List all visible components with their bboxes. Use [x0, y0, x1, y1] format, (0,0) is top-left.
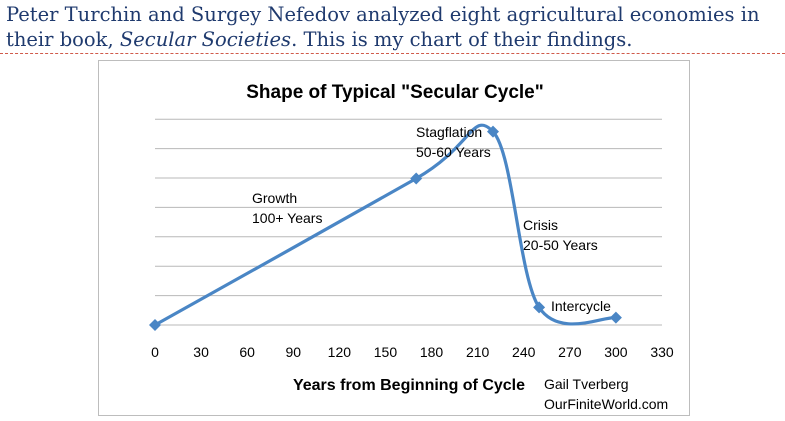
x-tick-labels: 0 30 60 90 120 150 180 210 240 270 300 330: [151, 344, 674, 360]
x-tick-label: 60: [239, 344, 255, 360]
data-point-marker: [149, 319, 161, 331]
x-tick-label: 90: [285, 344, 301, 360]
credit-author: Gail Tverberg: [544, 376, 629, 392]
book-title: Secular Societies: [119, 28, 292, 51]
caption-line-2-end: . This is my chart of their findings.: [291, 28, 633, 51]
data-point-marker: [533, 301, 546, 314]
x-tick-label: 180: [420, 344, 444, 360]
chart-title: Shape of Typical "Secular Cycle": [246, 82, 544, 103]
data-point-marker: [609, 311, 622, 324]
x-tick-label: 210: [466, 344, 490, 360]
dashed-divider: [0, 53, 785, 54]
x-tick-label: 240: [512, 344, 536, 360]
page-caption: Peter Turchin and Surgey Nefedov analyze…: [6, 2, 782, 52]
x-tick-label: 30: [193, 344, 209, 360]
x-tick-label: 300: [604, 344, 628, 360]
caption-line-2: their book, Secular Societies. This is m…: [6, 27, 782, 52]
credit-site: OurFiniteWorld.com: [544, 396, 668, 412]
series-line: [154, 123, 617, 327]
x-axis-label: Years from Beginning of Cycle: [293, 377, 525, 394]
annotations: Growth 100+ Years Stagflation 50-60 Years Cr…: [252, 124, 611, 314]
x-tick-label: 270: [558, 344, 582, 360]
data-point-marker: [487, 125, 499, 138]
x-tick-label: 330: [650, 344, 674, 360]
phase-annotation: Growth 100+ Years: [252, 190, 322, 226]
phase-annotation: Intercycle: [551, 298, 611, 314]
caption-line-2-start: their book,: [6, 28, 120, 51]
x-tick-label: 0: [151, 344, 159, 360]
gridlines: [155, 118, 662, 297]
phase-annotation: Crisis 20-50 Years: [523, 217, 598, 253]
phase-annotation: Stagflation 50-60 Years: [416, 124, 491, 160]
x-tick-label: 120: [328, 344, 352, 360]
data-point-marker: [410, 172, 423, 185]
x-tick-label: 150: [374, 344, 398, 360]
series-markers: [149, 125, 622, 331]
caption-line-1: Peter Turchin and Surgey Nefedov analyze…: [6, 3, 760, 26]
